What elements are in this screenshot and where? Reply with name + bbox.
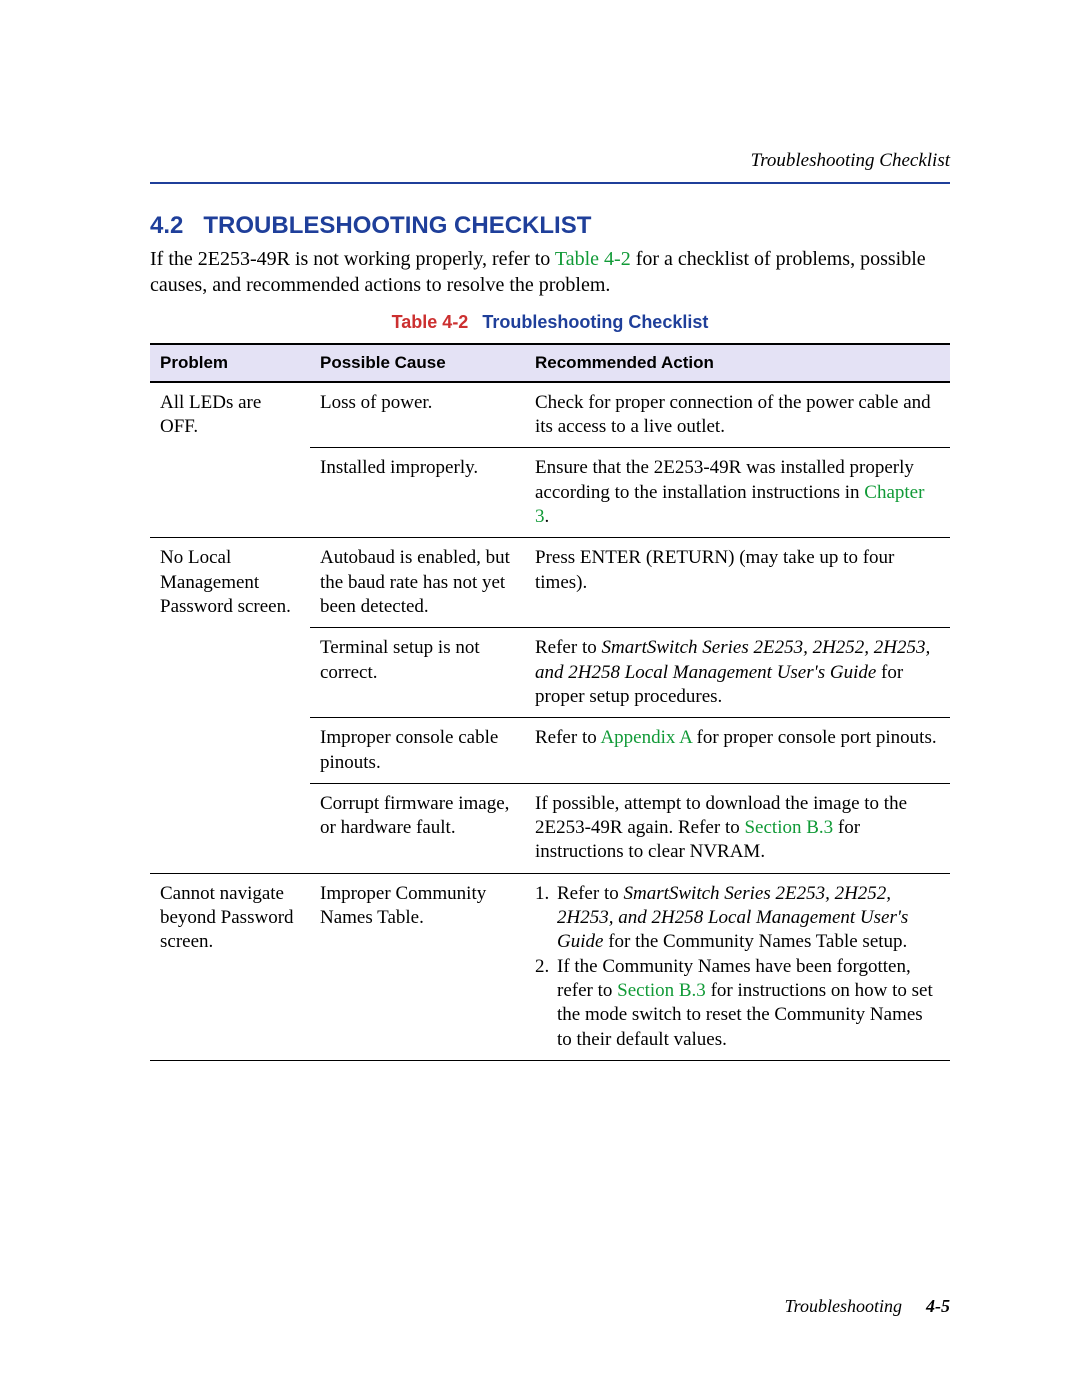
table-caption-label: Table 4-2 [392,312,469,332]
section-crossref-link[interactable]: Section B.3 [617,980,706,1001]
table-row: Improper console cable pinouts. Refer to… [150,718,950,784]
table-row: Corrupt firmware image, or hardware faul… [150,783,950,873]
cell-problem-empty [150,783,310,873]
running-header: Troubleshooting Checklist [150,150,950,172]
list-item-text: If the Community Names have been forgott… [557,955,940,1052]
intro-text-pre: If the 2E253-49R is not working properly… [150,248,555,270]
cell-problem: No Local Management Password screen. [150,538,310,628]
document-page: Troubleshooting Checklist 4.2 TROUBLESHOO… [0,0,1080,1397]
header-rule [150,182,950,184]
cell-cause: Improper Community Names Table. [310,873,525,1060]
cell-cause: Improper console cable pinouts. [310,718,525,784]
action-text-post: . [545,506,550,527]
list-number: 2. [535,955,557,1052]
action-text-pre: Refer to [535,637,601,658]
page-footer: Troubleshooting 4-5 [785,1296,950,1317]
table-row: All LEDs are OFF. Loss of power. Check f… [150,382,950,448]
section-number: 4.2 [150,212,183,239]
cell-cause: Installed improperly. [310,448,525,538]
cell-cause: Terminal setup is not correct. [310,628,525,718]
section-crossref-link[interactable]: Section B.3 [744,817,833,838]
table-header-row: Problem Possible Cause Recommended Actio… [150,344,950,382]
action-text-post: for proper console port pinouts. [692,727,937,748]
table-row: Cannot navigate beyond Password screen. … [150,873,950,1060]
col-header-problem: Problem [150,344,310,382]
cell-action: Ensure that the 2E253-49R was installed … [525,448,950,538]
intro-paragraph: If the 2E253-49R is not working properly… [150,246,950,298]
list-item-text: Refer to SmartSwitch Series 2E253, 2H252… [557,882,940,955]
cell-action: Refer to SmartSwitch Series 2E253, 2H252… [525,628,950,718]
cell-action: 1. Refer to SmartSwitch Series 2E253, 2H… [525,873,950,1060]
appendix-crossref-link[interactable]: Appendix A [600,727,691,748]
col-header-cause: Possible Cause [310,344,525,382]
cell-problem: Cannot navigate beyond Password screen. [150,873,310,1060]
footer-page-number: 4-5 [926,1296,950,1316]
list-text-pre: Refer to [557,883,623,904]
table-caption-title: Troubleshooting Checklist [482,312,708,332]
table-crossref-link[interactable]: Table 4-2 [555,248,631,270]
cell-action: Refer to Appendix A for proper console p… [525,718,950,784]
footer-chapter: Troubleshooting [785,1296,902,1316]
section-title: TROUBLESHOOTING CHECKLIST [203,212,591,239]
cell-problem-empty [150,718,310,784]
table-row: Installed improperly. Ensure that the 2E… [150,448,950,538]
action-text-pre: Refer to [535,727,600,748]
section-heading: 4.2 TROUBLESHOOTING CHECKLIST [150,212,950,240]
cell-problem-empty [150,448,310,538]
table-row: Terminal setup is not correct. Refer to … [150,628,950,718]
cell-problem: All LEDs are OFF. [150,382,310,448]
table-row: No Local Management Password screen. Aut… [150,538,950,628]
col-header-action: Recommended Action [525,344,950,382]
list-number: 1. [535,882,557,955]
cell-problem-empty [150,628,310,718]
cell-action: If possible, attempt to download the ima… [525,783,950,873]
cell-cause: Autobaud is enabled, but the baud rate h… [310,538,525,628]
cell-action: Press ENTER (RETURN) (may take up to fou… [525,538,950,628]
cell-action: Check for proper connection of the power… [525,382,950,448]
table-caption: Table 4-2 Troubleshooting Checklist [150,312,950,333]
cell-cause: Loss of power. [310,382,525,448]
list-text-post: for the Community Names Table setup. [603,931,907,952]
action-text-pre: Ensure that the 2E253-49R was installed … [535,457,914,502]
troubleshooting-table: Problem Possible Cause Recommended Actio… [150,343,950,1061]
cell-cause: Corrupt firmware image, or hardware faul… [310,783,525,873]
